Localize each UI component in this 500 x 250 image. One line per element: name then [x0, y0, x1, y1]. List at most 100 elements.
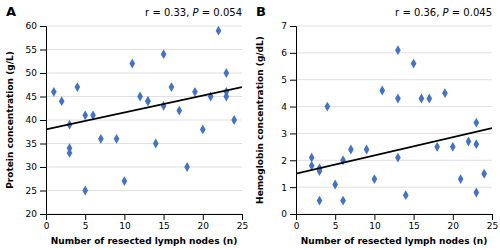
chart: 0510152025202530354045505560Number of re… [0, 0, 500, 250]
tick-label: 7 [281, 21, 287, 31]
tick: 20 [448, 214, 460, 231]
tick-label: 10 [119, 221, 131, 231]
tick-label: 40 [26, 115, 38, 125]
tick-label: 25 [487, 221, 498, 231]
point [176, 106, 182, 116]
point [403, 190, 409, 200]
tick-label: 5 [333, 221, 339, 231]
tick-label: 0 [294, 221, 300, 231]
tick-mark [40, 97, 46, 98]
point [348, 145, 354, 155]
y-axis-label: Hemoglobin concentration (g/dL) [255, 36, 265, 204]
point [145, 96, 151, 106]
tick-label: 55 [26, 45, 37, 55]
annotation: r = 0.33, P = 0.054 [145, 7, 242, 18]
tick: 2 [281, 156, 296, 166]
tick: 15 [158, 214, 169, 231]
point [129, 59, 135, 69]
annotation-part: = 0.054 [199, 7, 242, 18]
tick: 5 [281, 75, 296, 85]
tick-mark [453, 214, 454, 220]
tick-label: 15 [158, 221, 169, 231]
point [59, 96, 65, 106]
tick: 55 [26, 45, 46, 55]
grid-line [296, 52, 492, 53]
point [192, 87, 198, 97]
tick-label: 50 [26, 68, 38, 78]
tick-label: 0 [44, 221, 50, 231]
panel-label: A [6, 4, 16, 19]
point [411, 59, 417, 69]
marks [46, 26, 242, 195]
x-axis: 0510152025 [44, 214, 249, 231]
plot-area: 0510152025202530354045505560Number of re… [5, 21, 248, 246]
tick-mark [40, 26, 46, 27]
tick-mark [290, 107, 296, 108]
tick: 40 [26, 115, 46, 125]
tick-label: 30 [26, 162, 38, 172]
point [75, 82, 81, 92]
point [67, 148, 73, 158]
tick-label: 3 [281, 129, 287, 139]
point [372, 174, 378, 184]
point [395, 94, 401, 104]
annotation-part: r = 0.33, [145, 7, 192, 18]
tick-mark [203, 214, 204, 220]
point [426, 94, 432, 104]
tick-label: 5 [83, 221, 89, 231]
grid-line [46, 49, 242, 50]
point [51, 87, 57, 97]
tick-label: 45 [26, 92, 37, 102]
panel-label: B [256, 4, 266, 19]
point [458, 174, 464, 184]
tick: 45 [26, 92, 46, 102]
y-grid [46, 26, 242, 214]
points [51, 26, 237, 195]
x-axis-label: Number of resected lymph nodes (n) [301, 236, 488, 246]
point [466, 137, 472, 147]
grid-line [296, 187, 492, 188]
point [450, 142, 456, 152]
tick: 7 [281, 21, 296, 31]
trend-line [296, 128, 492, 174]
point [395, 153, 401, 163]
panel: 051015202501234567Number of resected lym… [255, 4, 498, 246]
tick-mark [124, 214, 125, 220]
tick-mark [290, 80, 296, 81]
points [309, 45, 487, 205]
point [379, 86, 385, 96]
tick-mark [242, 214, 243, 220]
point [442, 88, 448, 98]
point [82, 110, 88, 120]
point [434, 142, 440, 152]
tick-label: 1 [281, 183, 287, 193]
tick: 25 [487, 214, 498, 231]
grid-line [46, 26, 242, 27]
x-axis: 0 5 10 15 20 25 [294, 214, 499, 231]
y-axis: 202530354045505560 [26, 21, 47, 219]
trend-line [46, 87, 242, 129]
tick-label: 35 [26, 139, 37, 149]
tick-label: 10 [369, 221, 381, 231]
annotation: r = 0.36, P = 0.045 [395, 7, 492, 18]
tick: 10 [369, 214, 381, 231]
point [137, 92, 143, 102]
tick-mark [290, 53, 296, 54]
tick-mark [40, 73, 46, 74]
tick-mark [164, 214, 165, 220]
point [473, 139, 479, 149]
tick: 20 [26, 209, 46, 219]
axis-line [297, 215, 493, 221]
tick: 25 [26, 186, 46, 196]
tick: 6 [281, 48, 296, 58]
point [325, 102, 331, 112]
point [419, 94, 425, 104]
tick: 50 [26, 68, 46, 78]
tick-mark [40, 120, 46, 121]
grid-line [296, 79, 492, 80]
tick: 15 [408, 214, 419, 231]
axis-line [290, 27, 297, 215]
point [161, 49, 167, 59]
point [481, 169, 487, 179]
tick-label: 20 [26, 209, 38, 219]
